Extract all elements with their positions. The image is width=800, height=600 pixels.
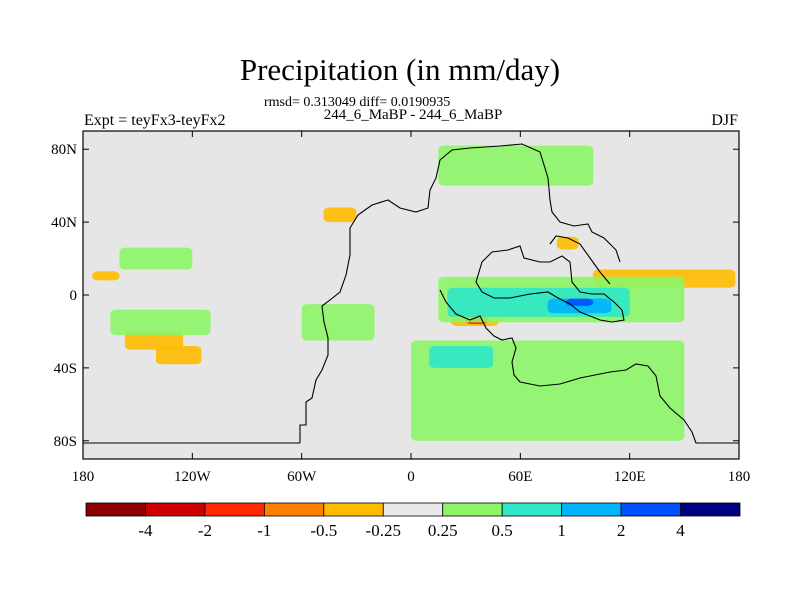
colorbar-label: -2 xyxy=(198,521,212,540)
anomaly-region xyxy=(323,207,357,223)
anomaly-region xyxy=(119,247,193,270)
colorbar-swatch xyxy=(204,502,265,517)
colorbar-label: 4 xyxy=(676,521,685,540)
anomaly-layer xyxy=(83,143,739,444)
y-tick-label: 40S xyxy=(54,361,77,377)
experiment-label: Expt = teyFx3-teyFx2 xyxy=(84,112,226,129)
anomaly-region xyxy=(556,236,579,250)
y-tick-label: 40N xyxy=(51,215,77,231)
colorbar-label: -4 xyxy=(138,521,153,540)
colorbar-swatch xyxy=(85,502,146,517)
colorbar-swatch xyxy=(263,502,325,517)
x-tick-label: 120W xyxy=(174,469,212,485)
colorbar-swatch xyxy=(620,502,681,517)
y-axis: 80N 40N 0 40S 80S xyxy=(51,142,739,450)
x-tick-label: 0 xyxy=(407,469,415,485)
x-tick-label: 120E xyxy=(614,469,646,485)
anomaly-region xyxy=(110,309,211,336)
colorbar-label: 0.5 xyxy=(492,521,513,540)
x-axis: 180 120W 60W 0 60E 120E 180 xyxy=(72,131,751,485)
y-tick-label: 0 xyxy=(70,288,78,304)
x-tick-label: 60E xyxy=(508,469,532,485)
coastline-africa-asia xyxy=(439,289,739,444)
colorbar-swatch xyxy=(442,502,503,517)
anomaly-region xyxy=(155,346,202,365)
colorbar-swatch xyxy=(680,502,741,517)
anomaly-region xyxy=(438,145,594,186)
colorbar-swatch xyxy=(501,502,563,517)
y-tick-label: 80S xyxy=(54,434,77,450)
colorbar-swatch xyxy=(145,502,206,517)
season-label: DJF xyxy=(711,112,738,129)
colorbar-label: 1 xyxy=(557,521,566,540)
coastline-arabia xyxy=(475,245,625,323)
chart-subtitle: 244_6_MaBP - 244_6_MaBP xyxy=(323,107,503,123)
chart-title: Precipitation (in mm/day) xyxy=(239,52,561,87)
stats-text: rmsd= 0.313049 diff= 0.0190935 xyxy=(264,95,451,110)
colorbar-swatch xyxy=(561,502,622,517)
colorbar: -4 -2 -1 -0.5 -0.25 0.25 0.5 1 2 4 xyxy=(85,502,741,540)
anomaly-region xyxy=(429,346,493,368)
anomaly-region xyxy=(565,298,594,306)
y-tick-label: 80N xyxy=(51,142,77,158)
coastline-americas xyxy=(299,143,621,443)
colorbar-label: -1 xyxy=(257,521,271,540)
colorbar-swatch xyxy=(382,502,444,517)
colorbar-swatch xyxy=(323,502,384,517)
colorbar-label: 2 xyxy=(617,521,626,540)
anomaly-region xyxy=(547,298,612,314)
anomaly-region xyxy=(301,304,375,341)
anomaly-region xyxy=(92,271,120,281)
coastlines xyxy=(83,143,739,444)
x-tick-label: 180 xyxy=(728,469,751,485)
x-tick-label: 60W xyxy=(287,469,317,485)
colorbar-label: 0.25 xyxy=(428,521,458,540)
coastline-interior xyxy=(549,235,611,285)
colorbar-label: -0.5 xyxy=(310,521,337,540)
colorbar-label: -0.25 xyxy=(366,521,401,540)
x-tick-label: 180 xyxy=(72,469,95,485)
anomaly-region xyxy=(124,331,184,350)
